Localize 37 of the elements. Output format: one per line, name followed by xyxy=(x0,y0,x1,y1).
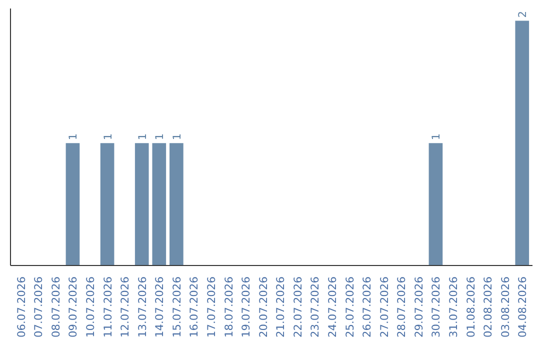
x-tick-label: 03.08.2026 xyxy=(498,276,512,338)
x-tick-label: 19.07.2026 xyxy=(240,276,253,338)
x-tick-label: 20.07.2026 xyxy=(256,276,270,338)
x-tick-label: 18.07.2026 xyxy=(222,276,236,338)
data-label: 1 xyxy=(153,133,166,140)
x-tick-label: 21.07.2026 xyxy=(274,276,288,338)
data-label: 1 xyxy=(170,133,184,140)
x-tick-label: 15.07.2026 xyxy=(170,276,184,338)
x-tick-label: 16.07.2026 xyxy=(188,276,201,338)
x-tick-label: 27.07.2026 xyxy=(378,276,391,338)
data-label: 1 xyxy=(430,133,443,140)
x-tick-label: 13.07.2026 xyxy=(136,276,149,338)
x-tick-label: 12.07.2026 xyxy=(118,276,132,338)
x-tick-label: 07.07.2026 xyxy=(32,276,46,338)
x-tick-label: 26.07.2026 xyxy=(360,276,374,338)
x-tick-label: 24.07.2026 xyxy=(326,276,339,338)
data-label: 1 xyxy=(136,133,149,140)
x-tick-label: 01.08.2026 xyxy=(464,276,478,338)
x-tick-label: 28.07.2026 xyxy=(395,276,408,338)
data-label: 2 xyxy=(516,10,530,18)
x-tick-label: 08.07.2026 xyxy=(49,276,62,338)
data-label: 1 xyxy=(101,133,114,140)
x-tick-label: 04.08.2026 xyxy=(516,276,530,338)
x-tick-label: 30.07.2026 xyxy=(430,276,443,338)
x-tick-label: 22.07.2026 xyxy=(291,276,304,338)
x-tick-label: 09.07.2026 xyxy=(66,276,80,338)
x-tick-label: 17.07.2026 xyxy=(205,276,218,338)
x-tick-label: 06.07.2026 xyxy=(14,276,28,338)
x-tick-label: 10.07.2026 xyxy=(84,276,98,338)
x-tick-label: 23.07.2026 xyxy=(308,276,322,338)
x-tick-label: 29.07.2026 xyxy=(412,276,426,338)
data-label: 1 xyxy=(66,133,80,140)
x-tick-label: 11.07.2026 xyxy=(101,276,114,338)
x-tick-label: 31.07.2026 xyxy=(446,276,460,338)
x-tick-label: 02.08.2026 xyxy=(482,276,495,338)
x-tick-label: 14.07.2026 xyxy=(153,276,166,338)
x-tick-label: 25.07.2026 xyxy=(343,276,356,338)
